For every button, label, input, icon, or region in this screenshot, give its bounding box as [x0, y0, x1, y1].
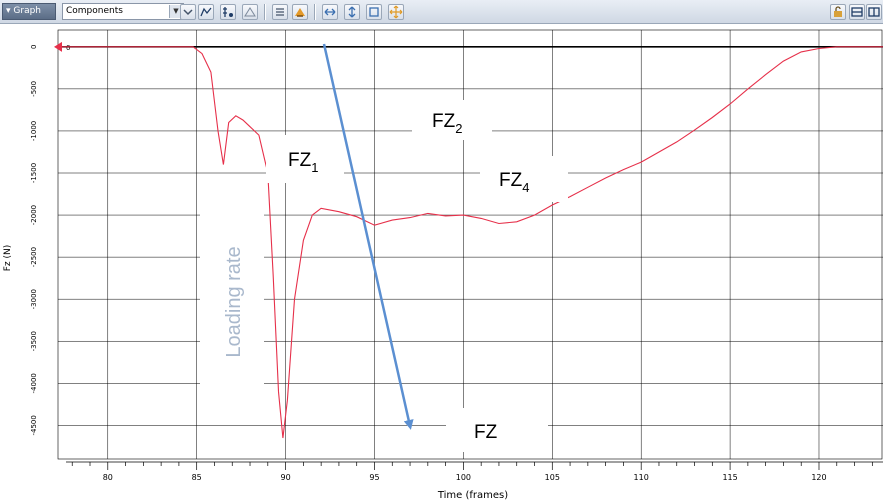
export-button[interactable] [292, 4, 308, 20]
graph-tab-label: Graph [13, 6, 41, 16]
x-tick-label: 80 [103, 473, 113, 482]
y-axis-title: Fz (N) [3, 245, 13, 272]
y-tick-label: -3500 [30, 331, 38, 351]
chevron-down-icon[interactable]: ▼ [169, 5, 182, 18]
force-chart: 0 0 -500 -1000 -1500 -2000 -2500 -3000 -3500 -40… [0, 24, 883, 504]
y-tick-label: -2000 [30, 205, 38, 225]
lock-icon [834, 6, 842, 17]
y-tick-label: -4500 [30, 415, 38, 435]
loading-rate-box [200, 202, 264, 408]
zero-marker-label: 0 [66, 44, 70, 52]
y-tick-labels: 0 -500 -1000 -1500 -2000 -2500 -3000 -3500 -4000… [30, 45, 38, 436]
warning-button[interactable] [242, 4, 258, 20]
graph-tab[interactable]: ▾ Graph [2, 3, 56, 20]
view-select[interactable]: Components ▼ [62, 3, 184, 20]
series-layer [58, 46, 883, 439]
toolbar-separator [264, 4, 266, 20]
x-tick-label: 100 [456, 473, 471, 482]
graph-toolbar: ▾ Graph Components ▼ [0, 0, 883, 24]
x-tick-label: 90 [280, 473, 290, 482]
plot-frame [57, 29, 883, 460]
y-tick-label: -500 [30, 81, 38, 97]
curve-icon [200, 7, 212, 17]
dropdown-button[interactable] [180, 4, 196, 20]
axis-options-button[interactable] [220, 4, 236, 20]
list-icon [276, 8, 284, 16]
export-icon [295, 8, 305, 17]
x-tick-label: 95 [369, 473, 379, 482]
y-tick-label: -1500 [30, 163, 38, 183]
lock-button[interactable] [830, 4, 846, 20]
y-tick-label: 0 [30, 45, 38, 49]
grid [57, 29, 883, 460]
y-tick-label: -2500 [30, 247, 38, 267]
loading-rate-label: Loading rate [223, 246, 245, 357]
zoom-fit-button[interactable] [366, 4, 382, 20]
toolbar-separator [314, 4, 316, 20]
x-tick-label: 85 [192, 473, 202, 482]
view-select-value: Components [66, 6, 123, 16]
y-tick-label: -1000 [30, 121, 38, 141]
axis-icon [223, 7, 233, 17]
collapse-arrow-icon: ▾ [6, 6, 14, 16]
curve-options-button[interactable] [198, 4, 214, 20]
chevron-down-icon [183, 9, 193, 16]
fz2-label: FZ2 [432, 111, 462, 136]
fz4-label-box [480, 156, 568, 202]
y-tick-label: -4000 [30, 373, 38, 393]
list-view-button[interactable] [272, 4, 288, 20]
x-axis: 80 85 90 95 100 105 110 115 120 [66, 461, 883, 482]
fz-label-box [446, 408, 548, 452]
fz4-label: FZ4 [499, 170, 529, 195]
split-vertical-button[interactable] [866, 4, 882, 20]
zoom-y-button[interactable] [344, 4, 360, 20]
triangle-icon [244, 7, 256, 17]
expand-horizontal-icon [324, 8, 336, 16]
split-rows-icon [851, 7, 863, 17]
expand-vertical-icon [348, 6, 356, 18]
chart-background [0, 24, 883, 504]
x-tick-label: 120 [811, 473, 826, 482]
zoom-x-button[interactable] [322, 4, 338, 20]
pan-button[interactable] [388, 4, 404, 20]
fz1-label: FZ1 [288, 150, 318, 175]
split-columns-icon [868, 7, 880, 17]
fz2-label-box [412, 100, 492, 140]
x-tick-label: 110 [634, 473, 649, 482]
move-icon [389, 5, 403, 19]
x-axis-title: Time (frames) [437, 490, 508, 501]
fz1-label-box [266, 135, 344, 183]
fz-series-line [58, 46, 883, 439]
y-tick-label: -3000 [30, 289, 38, 309]
fz-label: FZ [474, 422, 498, 443]
x-tick-label: 115 [722, 473, 737, 482]
x-tick-label: 105 [545, 473, 560, 482]
split-horizontal-button[interactable] [849, 4, 865, 20]
fit-icon [369, 7, 379, 17]
loading-rate-arrow [322, 43, 414, 430]
